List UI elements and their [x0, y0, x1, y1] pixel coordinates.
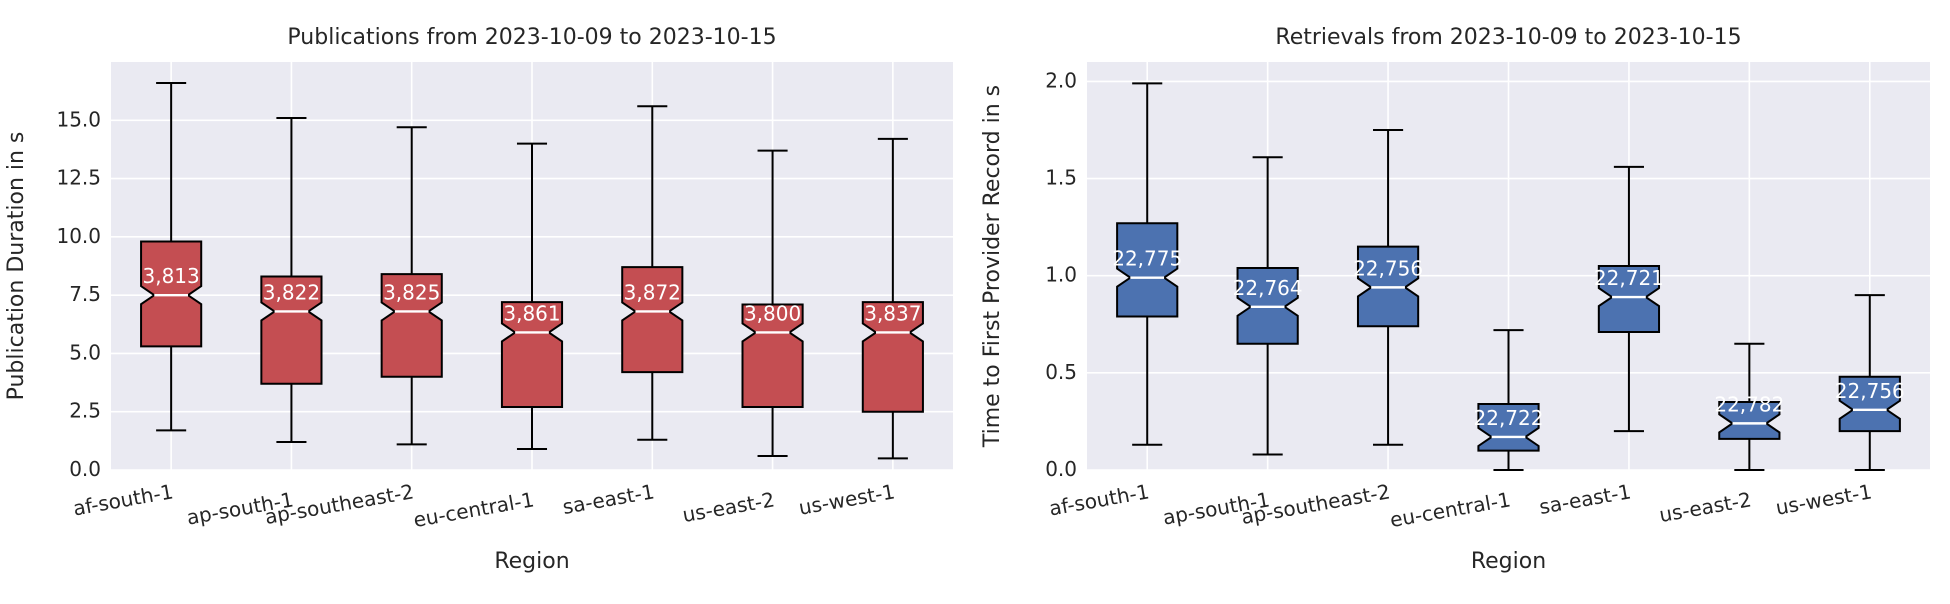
chart-panel-1: 0.02.55.07.510.012.515.03,813af-south-13… [4, 25, 953, 574]
count-label: 22,764 [1233, 276, 1303, 300]
x-tick-label: af-south-1 [71, 479, 175, 520]
box-body [1116, 222, 1179, 318]
x-tick-label: us-east-2 [1657, 487, 1753, 527]
y-tick-label: 2.5 [69, 399, 101, 423]
count-label: 3,837 [864, 301, 921, 325]
x-axis-label: Region [1471, 549, 1546, 574]
y-axis-label: Publication Duration in s [4, 132, 29, 401]
count-label: 22,756 [1835, 379, 1905, 403]
count-label: 3,861 [503, 301, 560, 325]
y-axis-label: Time to First Provider Record in s [980, 85, 1005, 448]
y-tick-label: 0.0 [1045, 457, 1077, 481]
y-tick-label: 1.5 [1045, 166, 1077, 190]
y-tick-label: 5.0 [69, 340, 101, 364]
box-body [500, 301, 564, 409]
y-tick-label: 12.5 [56, 166, 101, 190]
box-body [1838, 375, 1901, 433]
count-label: 3,872 [624, 280, 681, 304]
y-tick-label: 10.0 [56, 224, 101, 248]
box-body [380, 273, 443, 378]
count-label: 3,825 [383, 280, 440, 304]
x-tick-label: eu-central-1 [412, 487, 536, 532]
y-tick-label: 0.0 [69, 457, 101, 481]
count-label: 3,822 [263, 280, 320, 304]
box-body [1597, 265, 1661, 334]
count-label: 22,782 [1714, 392, 1784, 416]
x-tick-label: sa-east-1 [561, 479, 656, 519]
count-label: 22,722 [1474, 406, 1544, 430]
x-tick-label: eu-central-1 [1388, 487, 1512, 532]
box-body [861, 301, 924, 413]
chart-title: Retrievals from 2023-10-09 to 2023-10-15 [1275, 25, 1741, 50]
count-label: 3,813 [143, 264, 200, 288]
box-body [1718, 401, 1781, 440]
y-tick-label: 15.0 [56, 107, 101, 131]
box-body [260, 275, 323, 385]
x-tick-label: sa-east-1 [1537, 479, 1632, 519]
x-tick-label: us-west-1 [1774, 479, 1874, 520]
x-tick-label: af-south-1 [1047, 479, 1151, 520]
box-body [741, 303, 804, 409]
box-body [621, 266, 684, 374]
count-label: 22,756 [1353, 256, 1423, 280]
y-tick-label: 2.0 [1045, 68, 1077, 92]
x-tick-label: ap-southeast-2 [263, 479, 416, 529]
y-tick-label: 7.5 [69, 282, 101, 306]
x-tick-label: us-west-1 [797, 479, 897, 520]
x-tick-label: ap-southeast-2 [1239, 479, 1392, 529]
x-axis-label: Region [494, 549, 569, 574]
x-tick-label: us-east-2 [681, 487, 777, 527]
count-label: 3,800 [744, 301, 801, 325]
chart-title: Publications from 2023-10-09 to 2023-10-… [287, 25, 776, 50]
count-label: 22,775 [1112, 247, 1182, 271]
box-body [1477, 402, 1540, 452]
count-label: 22,721 [1594, 266, 1664, 290]
y-tick-label: 0.5 [1045, 360, 1077, 384]
chart-panel-2: 0.0 0.5 1.0 1.5 2.0 22,775 af-south-1 22,764 ap-… [980, 25, 1930, 574]
y-tick-label: 1.0 [1045, 263, 1077, 287]
